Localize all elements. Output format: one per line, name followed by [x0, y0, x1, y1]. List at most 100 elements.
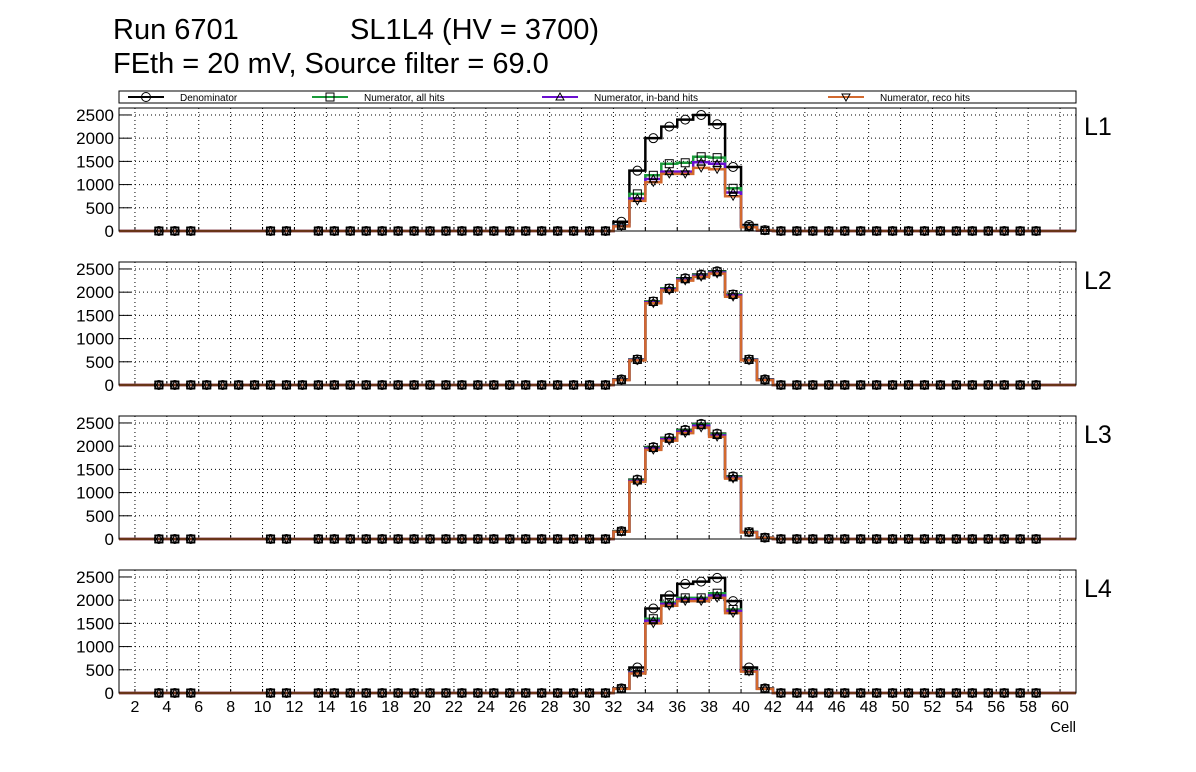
data-point: [935, 381, 946, 391]
data-point: [919, 227, 930, 237]
data-point: [313, 689, 324, 699]
y-tick-label: 1000: [76, 638, 114, 657]
panel-label: L1: [1084, 113, 1112, 141]
data-point: [760, 376, 770, 386]
data-point: [696, 576, 707, 587]
data-point: [233, 381, 244, 391]
data-point: [473, 381, 483, 391]
data-point: [217, 381, 228, 391]
data-point: [744, 221, 754, 231]
data-point: [696, 270, 707, 280]
data-point: [568, 689, 579, 699]
data-point: [425, 381, 435, 391]
x-tick-label: 42: [764, 699, 782, 716]
data-point: [313, 381, 324, 391]
data-point: [728, 187, 738, 196]
y-tick-label: 1500: [76, 152, 114, 171]
data-point: [648, 446, 659, 455]
series-numerator-reco-hits: [119, 166, 1076, 233]
data-point: [632, 670, 643, 679]
data-point: [616, 685, 627, 694]
data-point: [504, 381, 515, 391]
legend-label: Numerator, reco hits: [880, 93, 970, 104]
data-point: [616, 220, 627, 230]
data-point: [504, 689, 515, 699]
data-point: [664, 602, 675, 611]
data-point: [744, 354, 754, 364]
data-point: [616, 528, 627, 537]
x-tick-label: 44: [796, 699, 814, 716]
data-point: [169, 227, 180, 237]
data-point: [520, 227, 531, 237]
data-point: [457, 227, 467, 237]
data-point: [281, 689, 292, 699]
data-point: [504, 535, 515, 545]
data-point: [903, 535, 914, 545]
data-point: [887, 535, 898, 545]
data-point: [696, 273, 707, 282]
series-numerator-in-band-hits: [119, 424, 1076, 541]
x-tick-label: 10: [254, 699, 272, 716]
data-point: [696, 420, 707, 430]
data-point: [568, 227, 579, 237]
data-point: [983, 689, 994, 699]
data-point: [1015, 535, 1026, 545]
series-numerator-all-hits: [119, 155, 1076, 233]
data-point: [600, 227, 611, 237]
data-point: [520, 689, 531, 699]
panel-l2: 0 500 1000 1500 2000 2500 L2: [76, 260, 1112, 395]
data-point: [807, 381, 818, 391]
data-point: [664, 284, 675, 293]
title-settings: FEth = 20 mV, Source filter = 69.0: [113, 48, 549, 80]
data-point: [568, 535, 579, 545]
data-point: [728, 192, 738, 202]
data-point: [823, 227, 834, 237]
y-tick-label: 1000: [76, 330, 114, 349]
data-point: [281, 227, 292, 237]
x-tick-label: 36: [668, 699, 686, 716]
y-tick-label: 2500: [76, 260, 114, 279]
data-point: [185, 381, 196, 391]
data-point: [807, 227, 818, 237]
data-point: [696, 597, 707, 607]
data-point: [664, 170, 675, 179]
y-tick-label: 2000: [76, 283, 114, 302]
data-point: [744, 666, 754, 675]
data-point: [345, 689, 356, 699]
data-point: [584, 689, 595, 699]
legend-label: Numerator, in-band hits: [594, 93, 698, 104]
data-point: [409, 689, 419, 699]
data-point: [361, 227, 372, 237]
data-point: [728, 475, 738, 484]
data-point: [648, 299, 659, 309]
data-point: [265, 381, 276, 391]
data-point: [488, 535, 499, 545]
y-tick-label: 2500: [76, 106, 114, 125]
data-point: [393, 689, 403, 699]
x-tick-label: 48: [860, 699, 878, 716]
data-point: [632, 197, 643, 206]
data-point: [887, 381, 898, 391]
data-point: [1031, 381, 1041, 391]
data-point: [664, 286, 675, 296]
data-point: [409, 381, 419, 391]
data-point: [712, 119, 723, 130]
y-tick-label: 2000: [76, 129, 114, 148]
data-point: [712, 267, 722, 277]
data-point: [409, 227, 419, 237]
data-point: [632, 165, 643, 176]
data-point: [361, 381, 372, 391]
y-tick-label: 0: [105, 684, 114, 703]
data-point: [887, 689, 898, 699]
y-tick-label: 500: [86, 199, 114, 218]
data-point: [712, 153, 722, 163]
data-point: [281, 535, 292, 545]
panel-frame: [118, 415, 1077, 540]
data-point: [377, 381, 388, 391]
data-point: [185, 535, 196, 545]
legend-marker: [555, 91, 565, 101]
x-tick-label: 56: [987, 699, 1005, 716]
data-point: [680, 277, 691, 286]
x-tick-label: 46: [828, 699, 846, 716]
